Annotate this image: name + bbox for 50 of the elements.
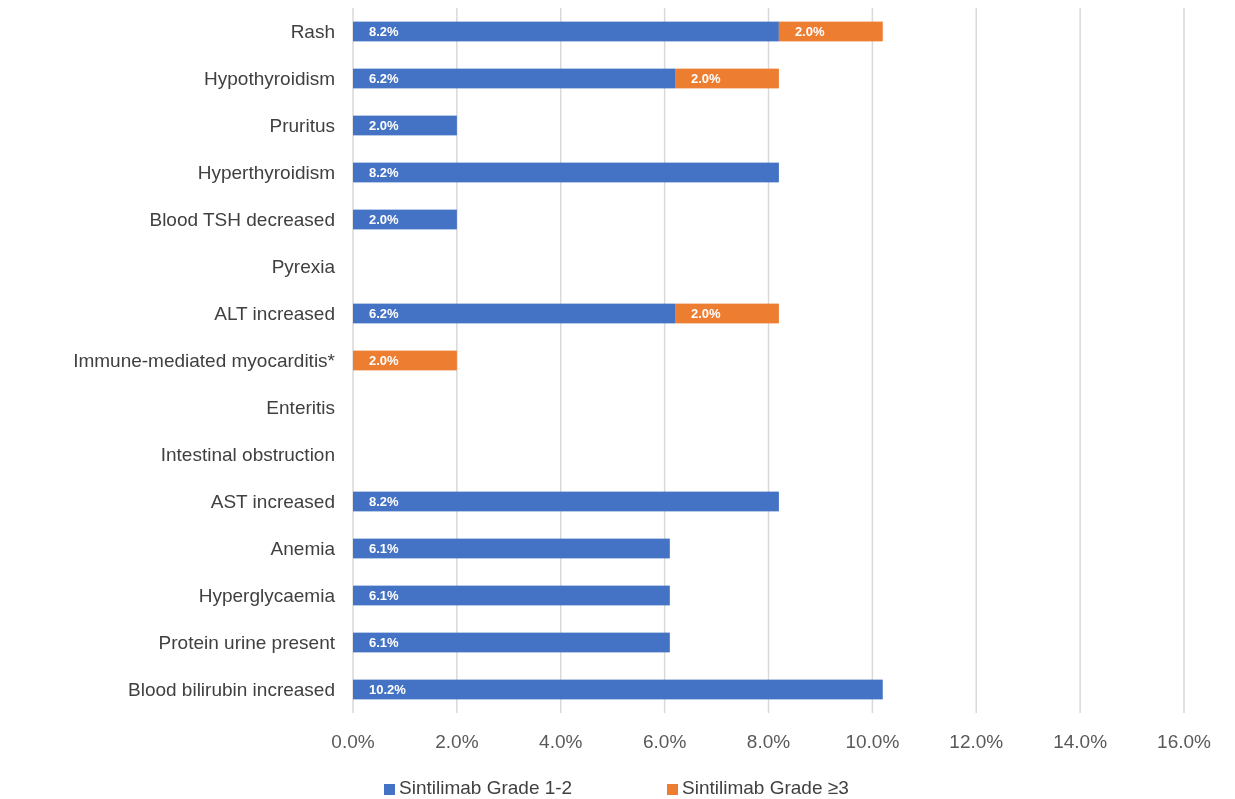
x-tick-label: 8.0% — [746, 731, 791, 752]
x-tick-label: 14.0% — [1053, 731, 1108, 752]
data-label: 2.0% — [369, 118, 400, 134]
y-tick-label: Enteritis — [266, 397, 335, 419]
x-tick-label: 4.0% — [539, 731, 583, 752]
bar — [353, 632, 670, 653]
data-label: 2.0% — [369, 212, 400, 228]
legend-label: Sintilimab Grade 1-2 — [399, 777, 573, 798]
y-tick-label: Pyrexia — [271, 256, 336, 278]
y-tick-label: ALT increased — [214, 303, 335, 325]
data-label: 2.0% — [794, 24, 825, 40]
data-label: 8.2% — [369, 24, 400, 40]
x-tick-label: 2.0% — [435, 731, 479, 752]
bar — [353, 679, 883, 700]
data-label: 6.1% — [369, 541, 400, 557]
bar — [353, 538, 670, 559]
x-tick-label: 16.0% — [1157, 731, 1212, 752]
x-tick-label: 10.0% — [845, 731, 900, 752]
y-tick-label: Protein urine present — [158, 632, 336, 654]
bar — [353, 585, 670, 606]
data-label: 6.1% — [369, 635, 400, 651]
data-label: 6.2% — [369, 71, 400, 87]
data-label: 8.2% — [369, 165, 400, 181]
y-tick-label: Blood bilirubin increased — [127, 679, 335, 701]
y-tick-label: AST increased — [210, 491, 335, 513]
bar — [353, 21, 779, 42]
y-tick-label: Hyperglycaemia — [198, 585, 336, 607]
data-label: 2.0% — [369, 353, 400, 369]
y-tick-label: Immune-mediated myocarditis* — [73, 350, 336, 372]
bar — [353, 491, 779, 512]
legend-label: Sintilimab Grade ≥3 — [682, 777, 849, 798]
y-tick-label: Hypothyroidism — [204, 68, 335, 90]
data-label: 2.0% — [691, 306, 722, 322]
x-tick-label: 6.0% — [642, 731, 687, 752]
data-label: 10.2% — [369, 682, 407, 698]
y-tick-label: Hyperthyroidism — [197, 162, 335, 184]
bar — [353, 68, 676, 89]
bar — [353, 162, 779, 183]
y-tick-label: Rash — [290, 21, 335, 43]
data-label: 6.1% — [369, 588, 400, 604]
y-tick-label: Blood TSH decreased — [149, 209, 335, 231]
y-tick-label: Pruritus — [269, 115, 335, 137]
y-tick-label: Anemia — [270, 538, 336, 560]
bar — [353, 303, 676, 324]
data-label: 8.2% — [369, 494, 400, 510]
data-label: 2.0% — [691, 71, 722, 87]
y-tick-label: Intestinal obstruction — [160, 444, 335, 466]
x-tick-label: 0.0% — [331, 731, 375, 752]
data-label: 6.2% — [369, 306, 400, 322]
x-tick-label: 12.0% — [949, 731, 1004, 752]
